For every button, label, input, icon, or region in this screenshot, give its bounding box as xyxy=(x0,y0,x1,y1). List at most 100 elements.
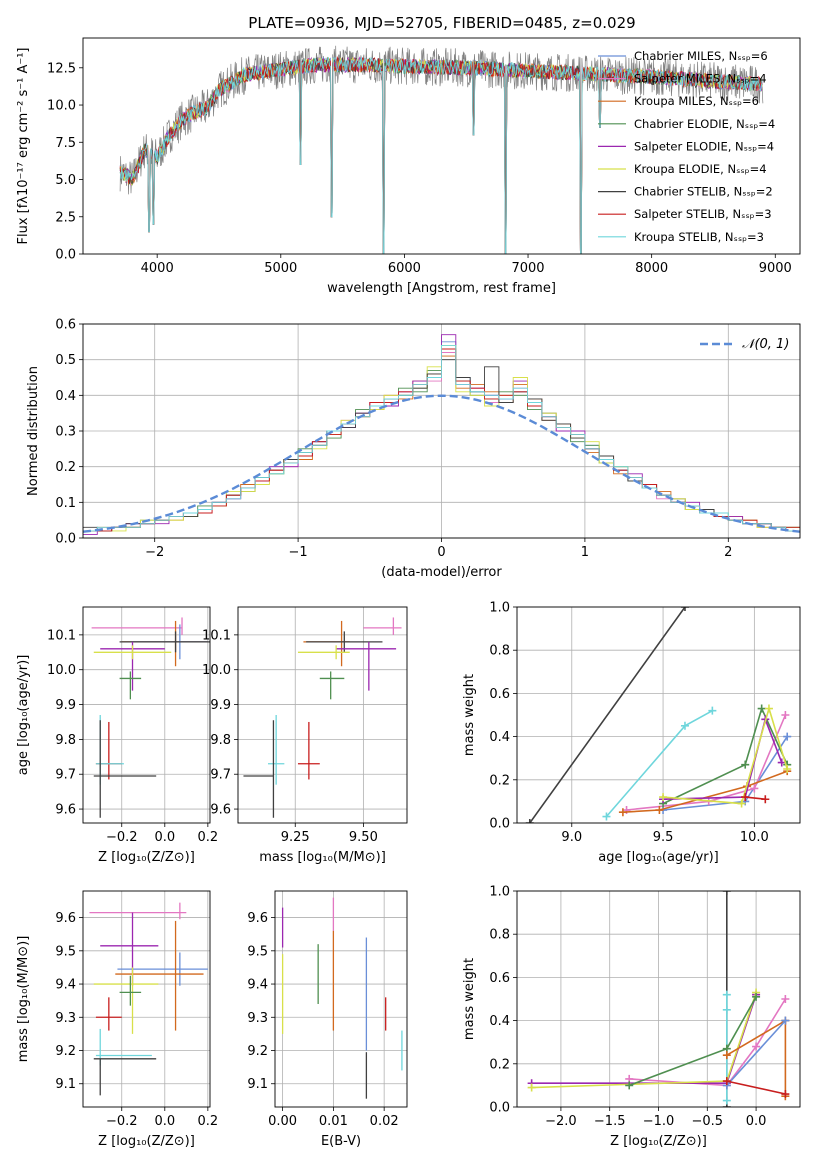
y-tick-label: 0.3 xyxy=(55,425,76,440)
errorbar-point xyxy=(93,967,159,1034)
y-tick-label: 9.6 xyxy=(55,803,76,818)
axes-frame xyxy=(274,890,408,1108)
model-spectrum-line xyxy=(119,56,763,254)
plot-area-residuals xyxy=(83,334,800,538)
y-axis-label: mass weight xyxy=(462,958,477,1040)
weight-marker xyxy=(722,990,731,999)
weight-marker xyxy=(752,1042,761,1051)
weight-marker xyxy=(527,1083,536,1092)
weight-marker xyxy=(764,704,773,713)
weight-line xyxy=(726,1080,786,1095)
errorbar-point xyxy=(115,920,204,1031)
legend-label: Kroupa STELIB, Nₛₛₚ=3 xyxy=(634,230,764,244)
legend-label: Kroupa ELODIE, Nₛₛₚ=4 xyxy=(634,162,767,176)
errorbar-point xyxy=(93,645,172,660)
weight-marker xyxy=(602,812,611,821)
residual-histogram xyxy=(83,344,800,538)
y-tick-label: 0.5 xyxy=(55,353,76,368)
weight-marker xyxy=(783,732,792,741)
plot-area-age_vs_Z xyxy=(91,617,210,818)
y-tick-label: 9.5 xyxy=(247,944,268,959)
axes-frame xyxy=(82,890,211,1108)
x-tick-label: 0.0 xyxy=(154,830,175,845)
weight-marker xyxy=(722,1077,731,1086)
errorbar-point xyxy=(119,671,142,700)
y-tick-label: 0.0 xyxy=(55,532,76,547)
x-tick-label: 9.5 xyxy=(653,830,674,845)
x-tick-label: 9.0 xyxy=(561,830,582,845)
y-tick-label: 9.8 xyxy=(55,733,76,748)
x-tick-label: 1 xyxy=(581,545,589,560)
plot-area-mass_vs_Z xyxy=(89,902,208,1096)
errorbar-point xyxy=(89,902,187,920)
errorbar-point xyxy=(93,720,157,818)
panel-mass_vs_EBV: 0.00 0.01 0.02 9.1 9.2 9.3 9.4 9.5 9.6 E(B-V) xyxy=(247,890,408,1149)
model-spectrum-line xyxy=(119,57,763,254)
y-tick-label: 9.1 xyxy=(55,1077,76,1092)
errorbar-point xyxy=(363,617,402,635)
legend-label: Chabrier ELODIE, Nₛₛₚ=4 xyxy=(634,117,775,131)
y-axis-label: Flux [fλ10⁻¹⁷ erg cm⁻² s⁻¹ A⁻¹] xyxy=(16,48,31,245)
x-tick-label: 0.2 xyxy=(198,1114,219,1129)
weight-marker xyxy=(781,1090,790,1099)
weight-marker xyxy=(783,765,792,773)
model-spectrum-line xyxy=(119,56,763,254)
spectrum-legend: Chabrier MILES, Nₛₛₚ=6 Salpeter MILES, Nₛ… xyxy=(598,49,775,244)
y-tick-label: 9.5 xyxy=(55,944,76,959)
y-axis-label: mass weight xyxy=(462,674,477,756)
y-tick-label: 9.3 xyxy=(247,1011,268,1026)
panel-age_vs_mass: 9.25 9.50 9.6 9.7 9.8 9.9 10.0 10.1 mass [log₁₀(… xyxy=(202,606,408,865)
y-tick-label: 0.6 xyxy=(55,318,76,333)
model-spectrum-line xyxy=(119,56,763,254)
weight-marker xyxy=(781,995,790,1003)
model-spectrum-line xyxy=(119,56,763,254)
x-tick-label: −1 xyxy=(289,545,308,560)
y-tick-label: 9.7 xyxy=(55,768,76,783)
x-tick-label: 0.01 xyxy=(319,1114,348,1129)
panel-weight_vs_age: 9.0 9.5 10.0 0.0 0.2 0.4 0.6 0.8 1.0 age [log₁₀(a… xyxy=(462,601,801,865)
x-tick-label: 4000 xyxy=(141,261,174,276)
x-tick-label: 9000 xyxy=(759,261,792,276)
y-tick-label: 0.4 xyxy=(489,730,510,745)
errorbar-point xyxy=(297,721,320,780)
y-axis-label: age [log₁₀(age/yr)] xyxy=(16,655,31,776)
weight-line xyxy=(531,994,757,1084)
x-axis-label: age [log₁₀(age/yr)] xyxy=(598,850,719,865)
x-tick-label: 8000 xyxy=(635,261,668,276)
weight-marker xyxy=(625,1081,634,1090)
x-axis-label: wavelength [Angstrom, rest frame] xyxy=(327,281,556,296)
x-axis-label: Z [log₁₀(Z/Z⊙)] xyxy=(98,850,195,865)
y-tick-label: 1.0 xyxy=(489,885,510,900)
y-tick-label: 10.1 xyxy=(47,628,76,643)
y-tick-label: 9.6 xyxy=(247,911,268,926)
x-tick-label: 0.0 xyxy=(154,1114,175,1129)
y-tick-label: 0.2 xyxy=(55,460,76,475)
legend-label: Chabrier MILES, Nₛₛₚ=6 xyxy=(634,49,768,63)
weight-marker xyxy=(777,758,786,767)
model-spectrum-line xyxy=(119,56,763,254)
weight-marker xyxy=(722,1096,731,1105)
weight-marker xyxy=(618,808,627,817)
y-tick-label: 9.4 xyxy=(247,978,268,993)
y-tick-label: 0.0 xyxy=(55,248,76,263)
weight-line xyxy=(663,705,788,805)
y-axis-label: Normed distribution xyxy=(26,366,41,496)
weight-marker xyxy=(750,784,759,793)
weight-marker xyxy=(781,1016,790,1025)
model-spectrum-line xyxy=(119,57,763,254)
y-tick-label: 10.0 xyxy=(202,663,231,678)
axes-frame xyxy=(237,606,408,824)
weight-line xyxy=(626,714,787,811)
weight-marker xyxy=(752,992,761,1001)
legend-label: 𝒩(0, 1) xyxy=(742,337,789,352)
weight-line xyxy=(726,1020,786,1086)
errorbar-point xyxy=(95,997,122,1031)
legend-label: Kroupa MILES, Nₛₛₚ=6 xyxy=(634,94,759,108)
panel-mass_vs_Z: −0.2 0.0 0.2 9.1 9.2 9.3 9.4 9.5 9.6 Z [log₁₀(Z/Z… xyxy=(16,890,219,1149)
y-tick-label: 0.8 xyxy=(489,928,510,943)
figure-title: PLATE=0936, MJD=52705, FIBERID=0485, z=0… xyxy=(248,14,635,32)
x-tick-label: 5000 xyxy=(264,261,297,276)
x-tick-label: 0.02 xyxy=(370,1114,399,1129)
y-tick-label: 9.7 xyxy=(210,768,231,783)
